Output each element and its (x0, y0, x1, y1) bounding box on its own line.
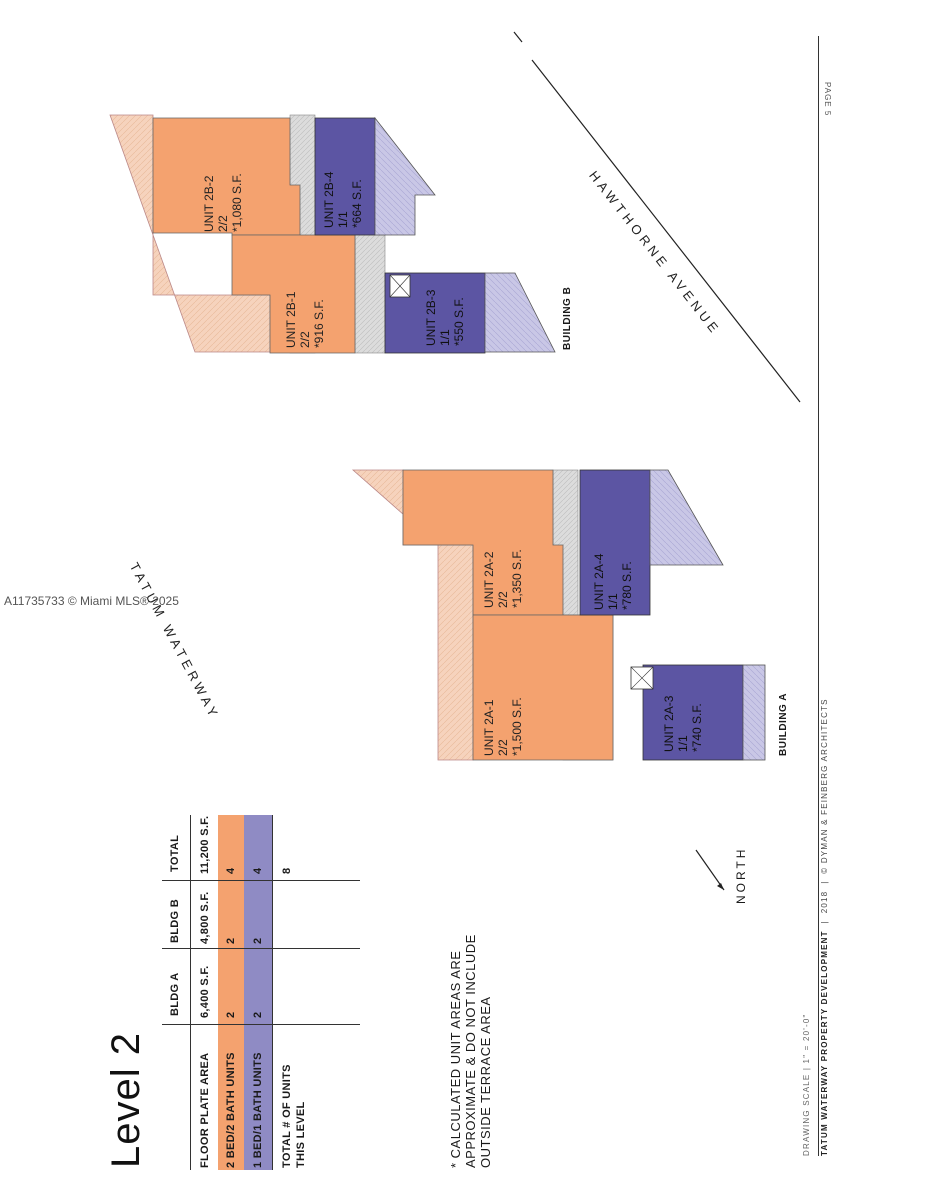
mls-watermark: A11735733 © Miami MLS® 2025 (4, 594, 179, 608)
area-note: * CALCULATED UNIT AREAS ARE APPROXIMATE … (448, 934, 493, 1168)
cell-1bed-total: 4 (252, 867, 264, 874)
building-b-plan (109, 114, 556, 354)
page-label: PAGE 5 (823, 82, 832, 117)
cell-2bed-total: 4 (225, 867, 237, 874)
footer-project-name: TATUM WATERWAY PROPERTY DEVELOPMENT (820, 930, 829, 1156)
header-total: TOTAL (169, 834, 181, 872)
building-a-plan (351, 469, 766, 761)
row-label-floor-plate: FLOOR PLATE AREA (199, 1052, 211, 1168)
north-label: NORTH (734, 846, 748, 904)
header-bldg-a: BLDG A (169, 972, 181, 1016)
header-bldg-b: BLDG B (169, 899, 181, 943)
cell-1bed-b: 2 (252, 937, 264, 944)
unit-2b-1-label: UNIT 2B-1 2/2 *916 S.F. (284, 291, 326, 348)
unit-2a-2-label: UNIT 2A-2 2/2 *1,350 S.F. (482, 549, 524, 608)
footer-architect: © DYMAN & FEINBERG ARCHITECTS (820, 698, 829, 874)
cell-floor-total: 11,200 S.F. (199, 815, 211, 874)
right-rule (818, 36, 819, 1156)
cell-2bed-a: 2 (225, 1011, 237, 1018)
footer-scale: DRAWING SCALE | 1" = 20'-0" (802, 1013, 811, 1156)
unit-2b-2-label: UNIT 2B-2 2/2 *1,080 S.F. (202, 173, 244, 232)
cell-floor-b: 4,800 S.F. (199, 891, 211, 944)
cell-total-units: 8 (281, 867, 293, 874)
row-label-total-1: TOTAL # OF UNITS (281, 1064, 293, 1168)
unit-2a-3-label: UNIT 2A-3 1/1 *740 S.F. (662, 695, 704, 752)
row-label-2bed: 2 BED/2 BATH UNITS (225, 1052, 237, 1168)
level-title: Level 2 (104, 1032, 148, 1168)
cell-floor-a: 6,400 S.F. (199, 965, 211, 1018)
building-a-label: BUILDING A (778, 693, 789, 756)
row-bg-1bed (244, 815, 272, 1170)
unit-2b-4-label: UNIT 2B-4 1/1 *664 S.F. (322, 171, 364, 228)
street-tatum-waterway: TATUM WATERWAY (126, 560, 223, 723)
building-b-label: BUILDING B (562, 286, 573, 350)
unit-2a-4-label: UNIT 2A-4 1/1 *780 S.F. (592, 553, 634, 610)
note-line-3: OUTSIDE TERRACE AREA (478, 996, 493, 1168)
footer-year: 2018 (820, 890, 829, 914)
row-bg-2bed (218, 815, 244, 1170)
unit-2b-3-label: UNIT 2B-3 1/1 *550 S.F. (424, 289, 466, 346)
footer-project: TATUM WATERWAY PROPERTY DEVELOPMENT | 20… (820, 698, 829, 1156)
note-line-2: APPROXIMATE & DO NOT INCLUDE (463, 934, 478, 1168)
avenue-lines (513, 31, 801, 403)
row-label-1bed: 1 BED/1 BATH UNITS (252, 1052, 264, 1168)
cell-1bed-a: 2 (252, 1011, 264, 1018)
cell-2bed-b: 2 (225, 937, 237, 944)
unit-2a-1-label: UNIT 2A-1 2/2 *1,500 S.F. (482, 697, 524, 756)
row-label-total-2: THIS LEVEL (295, 1101, 307, 1168)
north-arrow-icon (695, 849, 725, 891)
note-line-1: * CALCULATED UNIT AREAS ARE (448, 950, 463, 1168)
